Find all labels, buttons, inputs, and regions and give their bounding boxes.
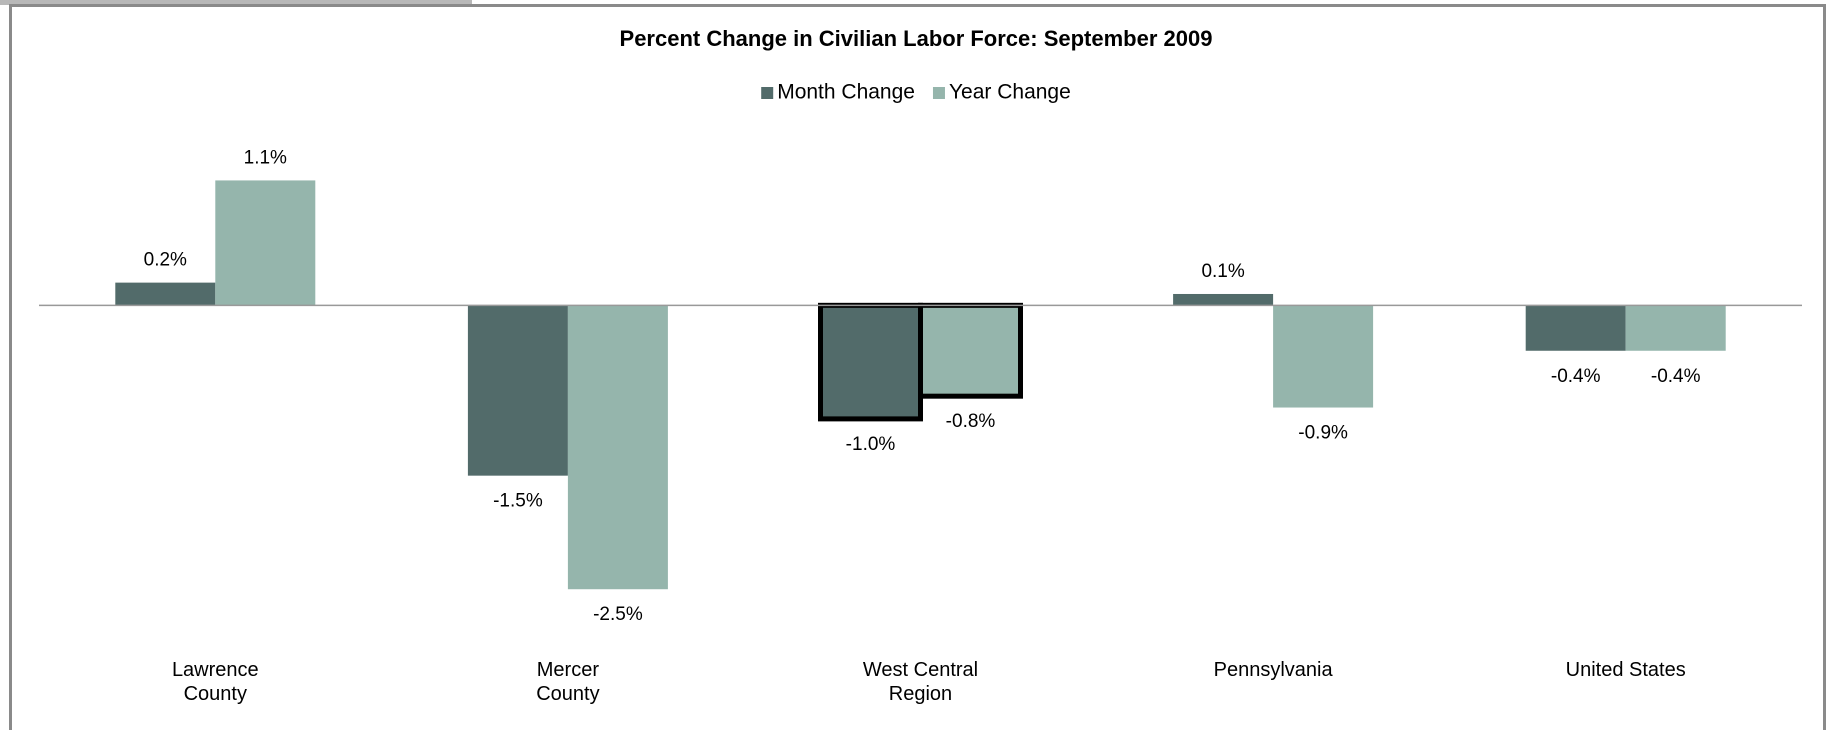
bar [818, 302, 923, 422]
legend-swatch [761, 87, 774, 99]
bar [1173, 293, 1274, 306]
bar [1273, 305, 1374, 408]
value-label: -0.4% [1651, 366, 1701, 387]
x-tick-label: United States [1565, 659, 1686, 681]
chart-title: Percent Change in Civilian Labor Force: … [620, 26, 1213, 51]
value-label: -0.4% [1551, 366, 1601, 387]
x-tick-label: Pennsylvania [1213, 659, 1333, 681]
value-label: 0.1% [1201, 261, 1244, 282]
x-tick-label: Mercer County [536, 659, 600, 705]
bar [115, 282, 216, 306]
value-label: -1.5% [493, 491, 543, 512]
bar [467, 305, 568, 476]
bar [567, 305, 668, 590]
bar [1525, 305, 1626, 351]
tab [0, 0, 472, 5]
value-label: -0.9% [1298, 423, 1348, 444]
bar [215, 180, 316, 306]
value-label: -0.8% [946, 411, 996, 432]
value-label: 0.2% [144, 250, 187, 271]
legend-swatch [932, 87, 945, 99]
value-label: -2.5% [593, 604, 643, 625]
bar [1625, 305, 1726, 351]
x-tick-label: West Central Region [862, 659, 979, 705]
value-label: -1.0% [846, 434, 896, 455]
legend-label: Month Change [777, 81, 915, 104]
x-tick-label: Lawrence County [171, 659, 259, 705]
legend-label: Year Change [949, 81, 1071, 104]
chart-frame [9, 4, 1826, 730]
bar [918, 302, 1023, 399]
value-label: 1.1% [244, 147, 287, 168]
